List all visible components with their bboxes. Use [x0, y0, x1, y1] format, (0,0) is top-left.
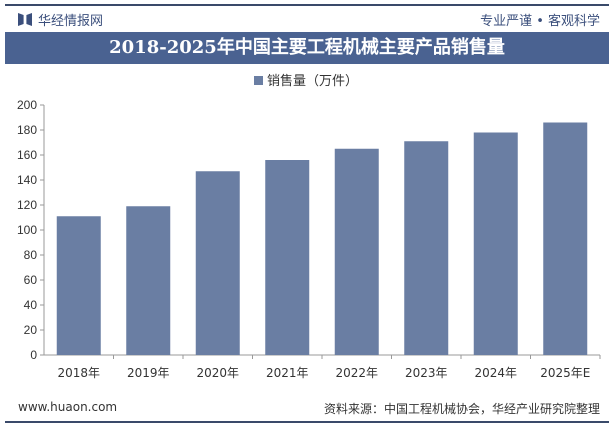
- x-tick-label: 2023年: [405, 366, 448, 380]
- bar-2019年: [126, 206, 171, 355]
- x-tick-label: 2022年: [335, 366, 378, 380]
- bar-2024年: [473, 132, 518, 355]
- website: www.huaon.com: [18, 400, 118, 414]
- chart-title: 2018-2025年中国主要工程机械主要产品销售量: [5, 32, 609, 64]
- y-tick-label: 0: [30, 348, 37, 362]
- top-rule: [5, 4, 609, 6]
- x-tick-label: 2021年: [266, 366, 309, 380]
- bar-2023年: [404, 141, 449, 355]
- y-tick-label: 20: [24, 323, 38, 337]
- bar-2018年: [56, 216, 101, 355]
- x-tick-label: 2018年: [57, 366, 100, 380]
- bar-2021年: [265, 160, 310, 355]
- x-tick-label: 2024年: [474, 366, 517, 380]
- brand-name: 华经情报网: [38, 14, 104, 29]
- bar-2025年E: [543, 122, 588, 355]
- bar-2022年: [334, 148, 379, 355]
- x-tick-label: 2025年E: [540, 366, 590, 380]
- y-tick-label: 120: [17, 198, 37, 212]
- source-note: 资料来源：中国工程机械协会，华经产业研究院整理: [323, 402, 600, 416]
- y-tick-label: 80: [24, 248, 38, 262]
- legend-label: 销售量（万件）: [267, 73, 358, 89]
- y-tick-label: 180: [17, 123, 37, 137]
- y-tick-label: 200: [17, 98, 37, 112]
- y-tick-label: 160: [17, 148, 37, 162]
- y-tick-label: 140: [17, 173, 37, 187]
- y-tick-label: 100: [17, 223, 37, 237]
- x-tick-label: 2019年: [127, 366, 170, 380]
- y-tick-label: 40: [24, 298, 38, 312]
- bottom-rule: [5, 421, 609, 423]
- y-tick-label: 60: [24, 273, 38, 287]
- x-tick-label: 2020年: [196, 366, 239, 380]
- bar-2020年: [195, 171, 240, 355]
- slogan: 专业严谨 • 客观科学: [480, 14, 600, 29]
- brand: 华经情报网: [18, 10, 103, 29]
- legend-swatch: [254, 76, 263, 85]
